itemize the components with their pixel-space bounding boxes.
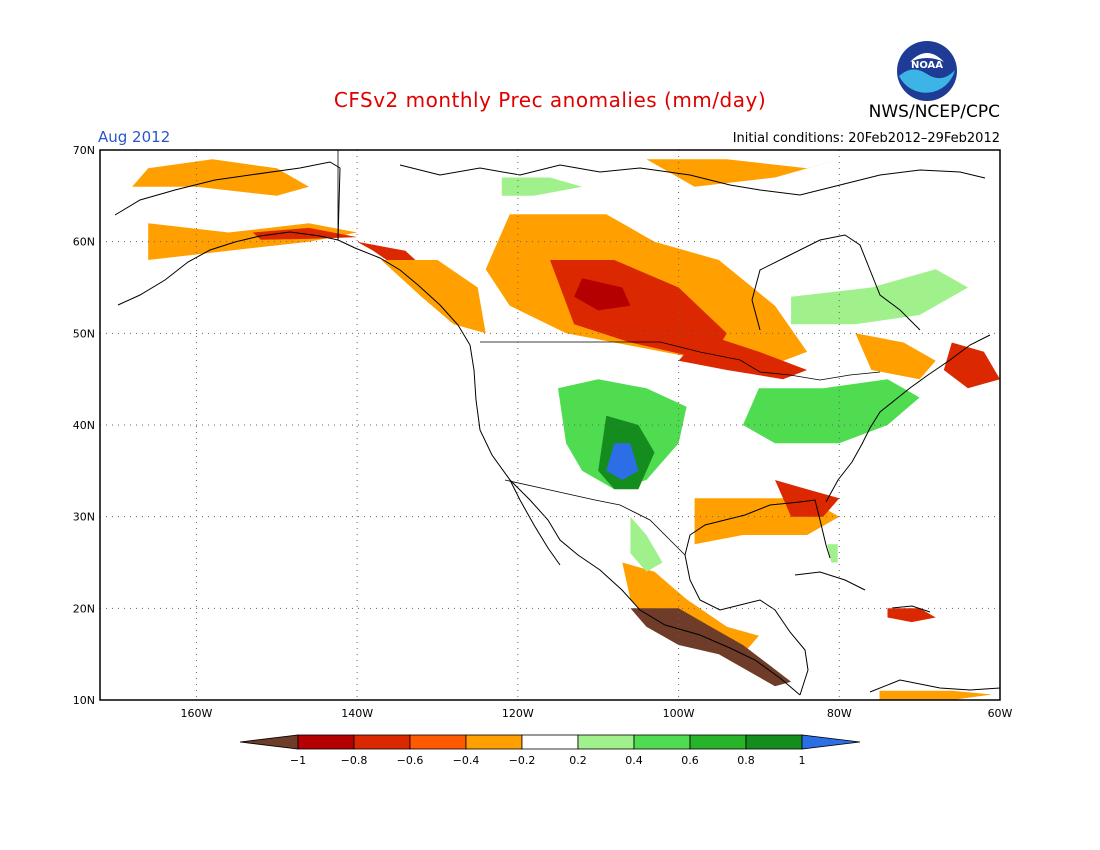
wet-mexico-west (630, 516, 663, 572)
lat-label: 30N (73, 511, 95, 524)
initial-conditions-label: Initial conditions: 20Feb2012–29Feb2012 (732, 131, 1000, 146)
coast-us-pacific (469, 344, 801, 696)
wet-arctic (501, 177, 583, 196)
wet-canada-east (791, 269, 968, 325)
colorbar-swatch (353, 734, 411, 750)
coast-baja (509, 479, 561, 566)
coast-arctic (399, 164, 986, 196)
colorbar-swatch (409, 734, 467, 750)
colorbar-label: −0.6 (397, 754, 424, 767)
colorbar-swatch (745, 734, 803, 750)
coast-bc-pacific (337, 239, 471, 346)
wet-plains-peak (606, 443, 639, 480)
lon-label: 160W (180, 707, 212, 720)
lat-label: 10N (73, 694, 95, 707)
dry-quebec (855, 333, 936, 380)
map-grid (100, 150, 1000, 700)
dry-south-america (879, 690, 992, 700)
colorbar-swatch (297, 734, 355, 750)
coast-alaska (114, 161, 341, 306)
colorbar-label: −0.2 (509, 754, 536, 767)
lon-label: 100W (663, 707, 695, 720)
colorbar-swatch (465, 734, 523, 750)
dry-bc-interior (381, 260, 486, 334)
wet-northeast (742, 379, 920, 444)
colorbar-label: −0.4 (453, 754, 480, 767)
wet-florida (827, 544, 838, 563)
colorbar: −1 −0.8 −0.6 −0.4 −0.2 0.2 0.4 0.6 0.8 1 (239, 734, 861, 767)
lat-label: 60N (73, 236, 95, 249)
lat-label: 70N (73, 144, 95, 157)
map-frame (99, 149, 1001, 701)
political-borders (337, 150, 881, 556)
colorbar-label: 0.8 (737, 754, 755, 767)
colorbar-label: 0.2 (569, 754, 587, 767)
colorbar-label: −1 (290, 754, 306, 767)
map-title: CFSv2 monthly Prec anomalies (mm/day) (333, 88, 767, 112)
colorbar-swatch (577, 734, 635, 750)
longitude-labels: 160W 140W 120W 100W 80W 60W (180, 707, 1012, 720)
colorbar-swatch (633, 734, 691, 750)
coast-atlantic (825, 334, 991, 503)
coast-hudson (751, 234, 921, 331)
agency-label: NWS/NCEP/CPC (868, 102, 1000, 122)
coastlines (114, 161, 1001, 696)
coast-south-america (869, 679, 1001, 693)
colorbar-label: 0.4 (625, 754, 643, 767)
border-us-canada (480, 341, 881, 381)
latitude-labels: 70N 60N 50N 40N 30N 20N 10N (73, 144, 95, 707)
dry-alaska-north (132, 159, 309, 196)
noaa-logo-text: NOAA (911, 60, 943, 71)
colorbar-arrow-left (239, 734, 299, 750)
lat-label: 50N (73, 327, 95, 340)
coast-hispaniola (891, 605, 931, 613)
lon-label: 140W (341, 707, 373, 720)
anomaly-regions (132, 159, 1000, 700)
colorbar-label: −0.8 (341, 754, 368, 767)
dry-southeast (775, 480, 840, 517)
dry-mexico (622, 562, 759, 655)
noaa-logo-icon: NOAA (897, 41, 957, 101)
dry-arctic-north (646, 159, 840, 187)
lon-label: 120W (502, 707, 534, 720)
colorbar-arrow-right (801, 734, 861, 750)
lat-label: 40N (73, 419, 95, 432)
border-us-mexico (504, 479, 686, 556)
lon-label: 80W (827, 707, 852, 720)
lon-label: 60W (988, 707, 1013, 720)
colorbar-label: 0.6 (681, 754, 699, 767)
very-dry-mexico (630, 608, 792, 687)
dry-canada-darkcore (574, 278, 631, 311)
dry-caribbean (887, 608, 936, 623)
colorbar-swatch (521, 734, 579, 750)
coast-cuba (794, 571, 866, 591)
forecast-period-label: Aug 2012 (98, 128, 171, 146)
colorbar-swatch (689, 734, 747, 750)
colorbar-label: 1 (799, 754, 806, 767)
lat-label: 20N (73, 602, 95, 615)
dry-great-lakes (678, 333, 808, 380)
